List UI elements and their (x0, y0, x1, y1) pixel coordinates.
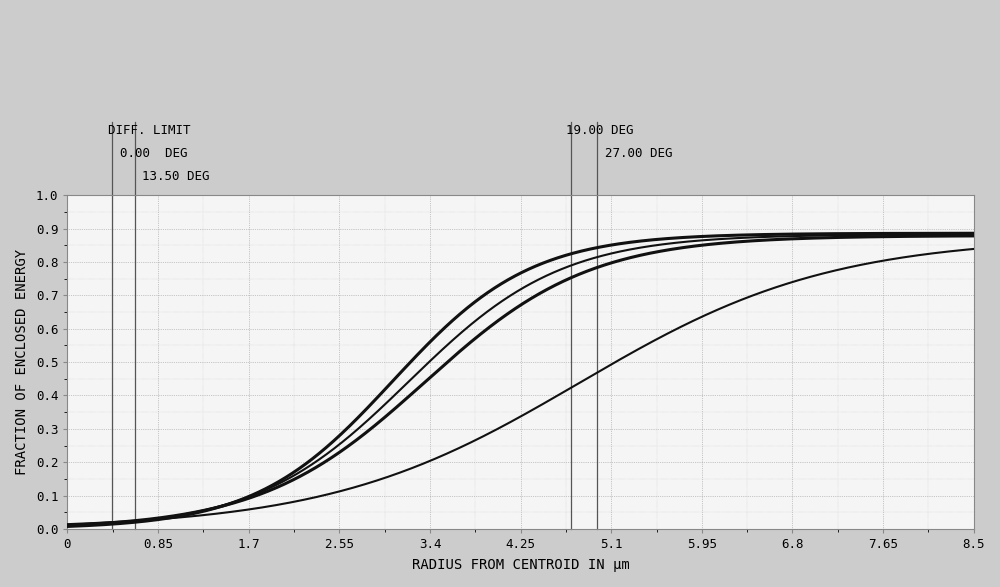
Text: 13.50 DEG: 13.50 DEG (142, 170, 209, 184)
Text: 0.00  DEG: 0.00 DEG (120, 147, 187, 160)
Y-axis label: FRACTION OF ENCLOSED ENERGY: FRACTION OF ENCLOSED ENERGY (15, 249, 29, 475)
Text: DIFF. LIMIT: DIFF. LIMIT (108, 124, 190, 137)
Text: 19.00 DEG: 19.00 DEG (566, 124, 634, 137)
Text: 27.00 DEG: 27.00 DEG (605, 147, 672, 160)
X-axis label: RADIUS FROM CENTROID IN μm: RADIUS FROM CENTROID IN μm (412, 558, 629, 572)
